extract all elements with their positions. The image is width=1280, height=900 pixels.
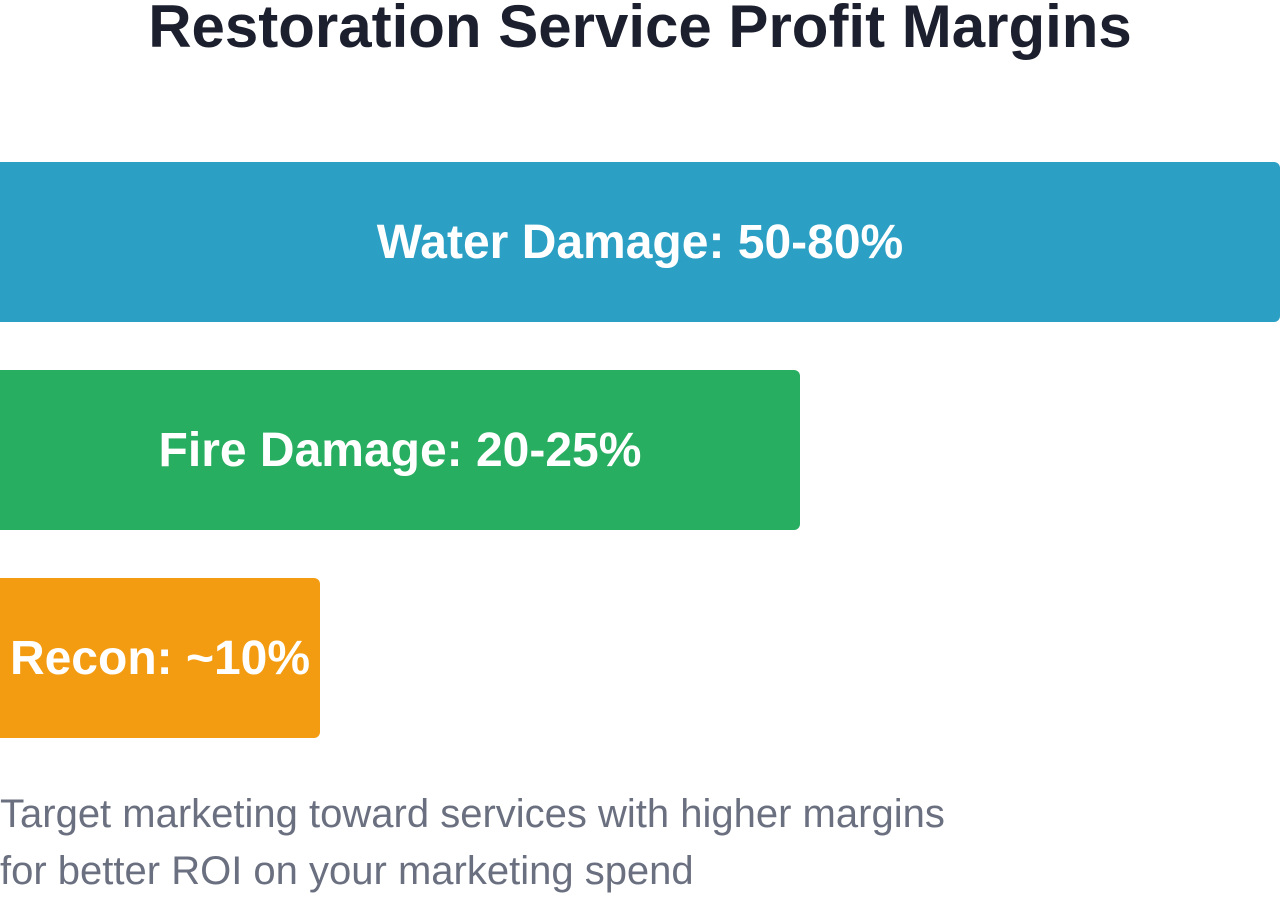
bar-fire-damage: Fire Damage: 20-25% xyxy=(0,370,800,530)
bar-recon: Recon: ~10% xyxy=(0,578,320,738)
footnote-line-2: for better ROI on your marketing spend xyxy=(0,849,694,893)
bar-label: Water Damage: 50-80% xyxy=(376,215,904,269)
bar-label: Fire Damage: 20-25% xyxy=(158,423,642,477)
bar-label: Recon: ~10% xyxy=(9,631,311,685)
bar-water-damage: Water Damage: 50-80% xyxy=(0,162,1280,322)
footnote: Target marketing toward services with hi… xyxy=(0,786,1100,900)
footnote-line-1: Target marketing toward services with hi… xyxy=(0,792,945,836)
chart-title: Restoration Service Profit Margins xyxy=(148,0,1132,60)
